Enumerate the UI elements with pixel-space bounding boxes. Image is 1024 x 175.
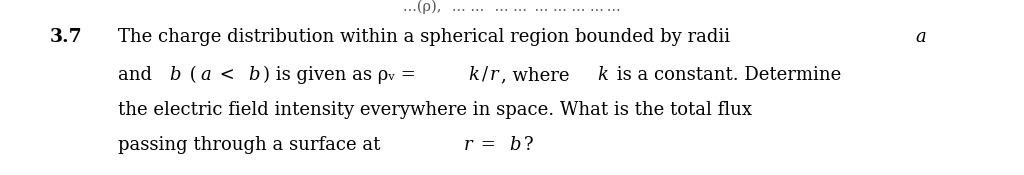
Text: <: < xyxy=(214,66,241,84)
Text: ?: ? xyxy=(524,136,534,154)
Text: b: b xyxy=(509,136,521,154)
Text: b: b xyxy=(169,66,181,84)
Text: b: b xyxy=(249,66,260,84)
Text: 3.7: 3.7 xyxy=(50,28,83,46)
Text: The charge distribution within a spherical region bounded by radii: The charge distribution within a spheric… xyxy=(118,28,736,46)
Text: k: k xyxy=(468,66,479,84)
Text: /: / xyxy=(482,66,488,84)
Text: r: r xyxy=(464,136,473,154)
Text: r: r xyxy=(489,66,499,84)
Text: a: a xyxy=(201,66,211,84)
Text: passing through a surface at: passing through a surface at xyxy=(118,136,386,154)
Text: ...(ρ),   ... ...   ... ...  ... ... ... ... ...: ...(ρ), ... ... ... ... ... ... ... ... … xyxy=(403,0,621,14)
Text: =: = xyxy=(475,136,502,154)
Text: ) is given as ρᵥ =: ) is given as ρᵥ = xyxy=(263,66,422,84)
Text: the electric field intensity everywhere in space. What is the total flux: the electric field intensity everywhere … xyxy=(118,101,752,119)
Text: k: k xyxy=(597,66,608,84)
Text: is a constant. Determine: is a constant. Determine xyxy=(611,66,841,84)
Text: and: and xyxy=(118,66,158,84)
Text: , where: , where xyxy=(501,66,575,84)
Text: a: a xyxy=(915,28,926,46)
Text: (: ( xyxy=(184,66,197,84)
